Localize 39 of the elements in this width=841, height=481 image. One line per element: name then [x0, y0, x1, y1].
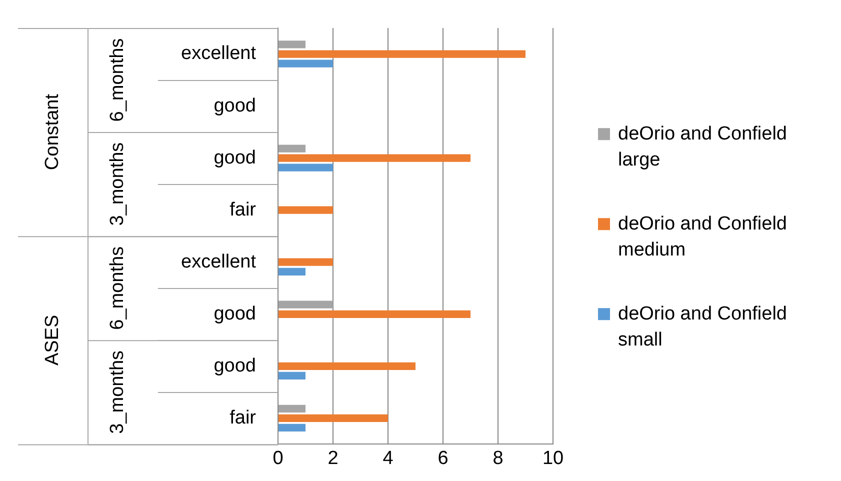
y-tick-label: good: [214, 303, 256, 324]
text: Constant: [42, 93, 64, 170]
bar: [278, 50, 526, 58]
bar: [278, 144, 306, 152]
text: 6_months: [107, 246, 128, 330]
bar: [278, 258, 333, 266]
bar: [278, 154, 470, 162]
legend-label: deOrio and Confield large: [618, 123, 787, 170]
y-tick-label: fair: [230, 199, 257, 220]
legend-label: deOrio and Confield small: [618, 303, 787, 350]
bar: [278, 372, 306, 380]
bar: [278, 268, 306, 276]
bar: [278, 310, 470, 318]
text: 6_months: [107, 38, 128, 122]
text: ASES: [42, 314, 64, 366]
legend-label: deOrio and Confield medium: [618, 213, 787, 260]
x-tick-label: 2: [328, 448, 338, 469]
bar: [278, 362, 416, 370]
x-tick-label: 10: [542, 448, 564, 469]
bar: [278, 300, 333, 308]
bar: [278, 206, 333, 214]
bar: [278, 404, 306, 412]
y-tick-label: good: [214, 95, 256, 116]
y-tick-label: good: [214, 355, 256, 376]
text: 3_months: [107, 350, 128, 434]
bar: [278, 424, 306, 432]
x-tick-label: 0: [272, 448, 284, 469]
y-tick-label: fair: [230, 407, 257, 428]
x-tick-label: 8: [492, 448, 504, 469]
bar: [278, 164, 333, 172]
bar: [278, 60, 333, 68]
bar: [278, 40, 306, 48]
text: 3_months: [107, 142, 128, 226]
y-tick-label: excellent: [181, 43, 257, 64]
x-tick-label: 6: [438, 448, 448, 469]
x-tick-label: 4: [382, 448, 394, 469]
y-tick-label: good: [214, 147, 256, 168]
y-tick-label: excellent: [181, 251, 257, 272]
bar: [278, 414, 388, 422]
